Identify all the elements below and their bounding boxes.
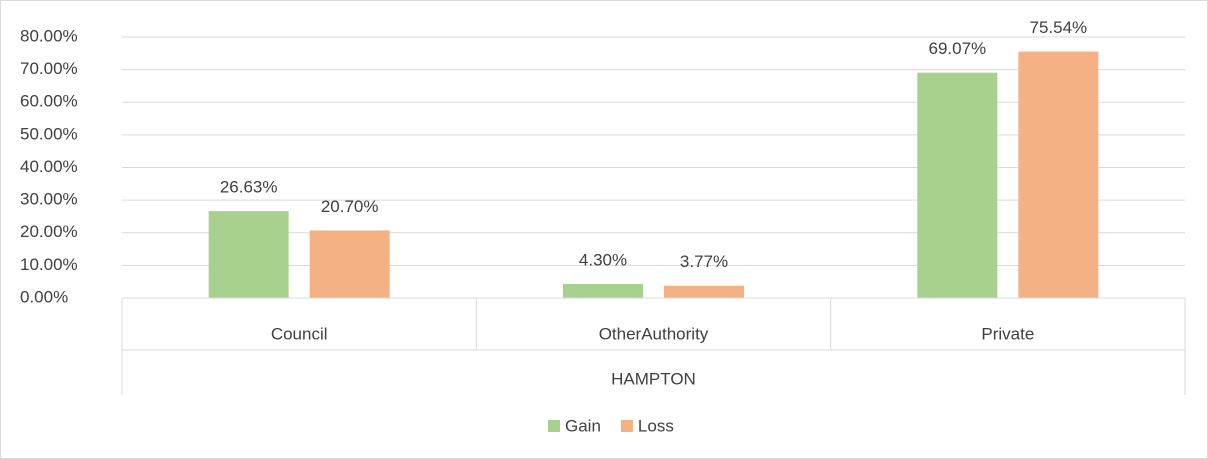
y-tick-label: 10.00% <box>20 255 78 274</box>
y-tick-label: 50.00% <box>20 124 78 143</box>
group-label: HAMPTON <box>611 369 696 388</box>
y-tick-label: 20.00% <box>20 222 78 241</box>
bar <box>917 72 998 299</box>
bar <box>309 230 390 298</box>
y-tick-label: 60.00% <box>20 92 78 111</box>
x-tick-label: OtherAuthority <box>599 324 709 343</box>
legend-swatch <box>548 420 560 432</box>
bar <box>208 211 289 298</box>
x-tick-label: Council <box>271 324 328 343</box>
legend-label: Loss <box>638 416 674 435</box>
bar <box>664 285 744 298</box>
bar <box>1018 51 1099 298</box>
data-label: 3.77% <box>680 252 728 271</box>
y-tick-label: 80.00% <box>20 26 78 45</box>
data-label: 20.70% <box>321 197 379 216</box>
y-tick-label: 70.00% <box>20 59 78 78</box>
bar <box>563 283 643 298</box>
data-label: 75.54% <box>1029 18 1087 37</box>
y-tick-label: 30.00% <box>20 190 78 209</box>
x-tick-label: Private <box>981 324 1034 343</box>
y-tick-label: 0.00% <box>20 287 68 306</box>
y-tick-label: 40.00% <box>20 157 78 176</box>
data-label: 4.30% <box>579 250 627 269</box>
legend-swatch <box>620 420 633 432</box>
data-label: 26.63% <box>220 178 278 197</box>
data-label: 69.07% <box>928 39 986 58</box>
legend-label: Gain <box>565 416 601 435</box>
